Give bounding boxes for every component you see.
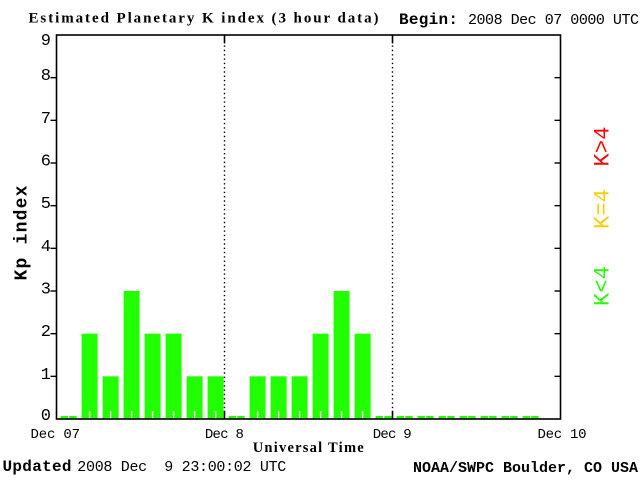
svg-text:7: 7: [41, 110, 51, 129]
svg-text:2008 Dec 9 23:00:02 UTC: 2008 Dec 9 23:00:02 UTC: [77, 459, 286, 476]
svg-text:NOAA/SWPC Boulder, CO USA: NOAA/SWPC Boulder, CO USA: [413, 460, 638, 477]
svg-text:9: 9: [41, 32, 51, 51]
svg-text:1: 1: [41, 366, 51, 385]
svg-text:Dec 8: Dec 8: [205, 427, 244, 443]
svg-text:8: 8: [41, 67, 51, 86]
svg-text:0: 0: [41, 407, 51, 426]
svg-text:Begin:: Begin:: [399, 11, 458, 29]
svg-text:Updated: Updated: [3, 458, 72, 476]
svg-text:Dec 10: Dec 10: [538, 427, 587, 443]
svg-text:K<4: K<4: [591, 266, 616, 306]
svg-text:Kp index: Kp index: [13, 185, 33, 280]
svg-text:Dec 07: Dec 07: [31, 427, 81, 443]
svg-text:4: 4: [41, 238, 51, 257]
svg-text:K=4: K=4: [591, 189, 616, 229]
svg-text:Dec 9: Dec 9: [373, 427, 412, 443]
svg-text:2008 Dec 07 0000 UTC: 2008 Dec 07 0000 UTC: [468, 12, 639, 29]
svg-text:Estimated Planetary K index (3: Estimated Planetary K index (3 hour data…: [29, 11, 379, 27]
svg-text:6: 6: [41, 153, 51, 172]
svg-text:3: 3: [41, 281, 51, 300]
svg-text:5: 5: [41, 195, 51, 214]
svg-text:2: 2: [41, 323, 51, 342]
svg-text:K>4: K>4: [591, 127, 616, 167]
